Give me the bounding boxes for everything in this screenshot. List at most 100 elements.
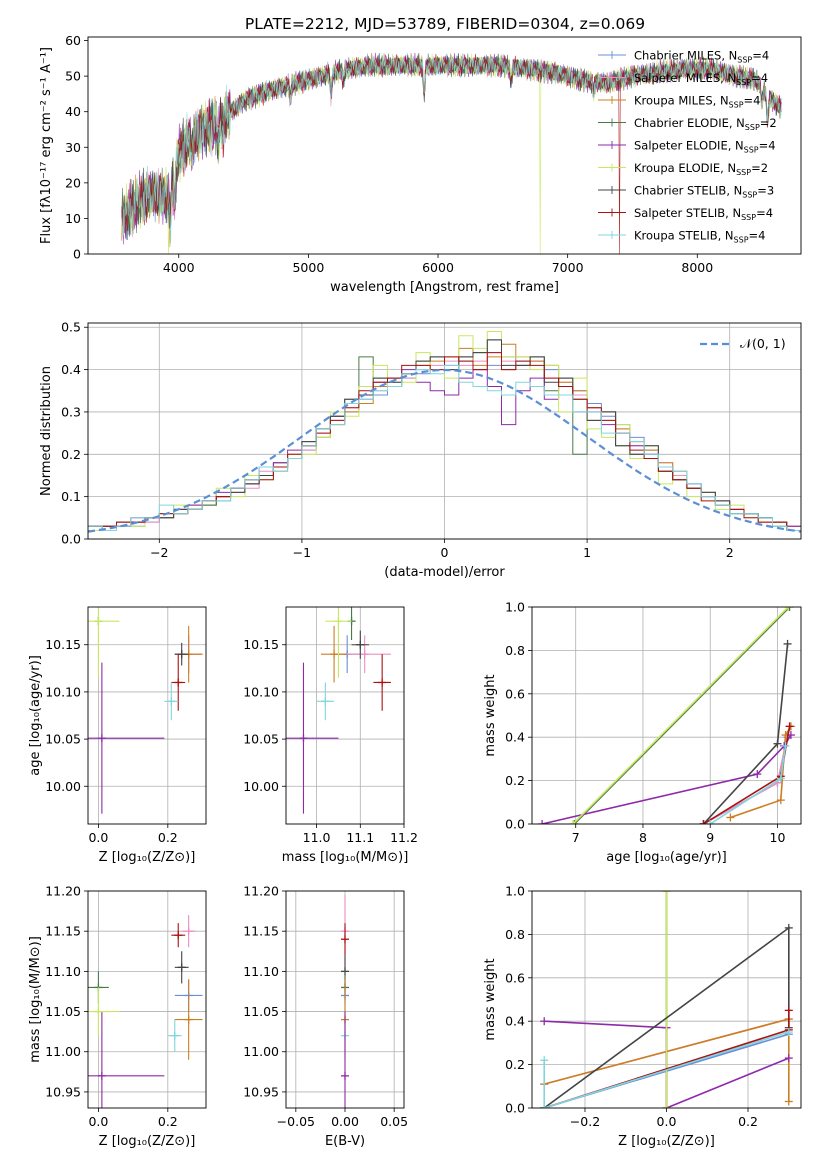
x-axis-label: Z [log₁₀(Z/Z⊙)]: [99, 1134, 196, 1149]
y-tick-label: 0.1: [61, 489, 81, 504]
y-tick-label: 11.15: [243, 924, 279, 939]
y-tick-label: 40: [65, 104, 81, 119]
data-point: [171, 654, 186, 711]
y-axis-label: Normed distribution: [39, 366, 54, 496]
y-tick-label: 10.00: [45, 779, 81, 794]
weight-line: [702, 643, 789, 824]
y-tick-label: 10.05: [45, 732, 81, 747]
y-tick-label: 20: [65, 175, 81, 190]
data-point: [88, 662, 165, 814]
data-point: [373, 654, 391, 711]
panel-weight_vs_Z: −0.2 0.0 0.2 0.0 0.2 0.4 0.6 0.8 1.0 Z [log₁₀(Z/Z…: [483, 884, 802, 1149]
x-axis-label: Z [log₁₀(Z/Z⊙)]: [99, 850, 196, 865]
data-point: [325, 607, 352, 678]
legend-entry: Salpeter STELIB, NSSP=4: [634, 206, 773, 222]
histogram: [88, 352, 801, 539]
x-tick-label: −1: [293, 545, 311, 560]
x-tick-label: 11.2: [390, 830, 418, 845]
y-tick-label: 0.0: [505, 817, 525, 832]
x-tick-label: −0.05: [277, 1114, 315, 1129]
legend-entry: Chabrier ELODIE, NSSP=2: [634, 116, 777, 132]
y-tick-label: 10.95: [45, 1084, 81, 1099]
plot-area: [88, 331, 801, 539]
plot-area: [538, 607, 795, 824]
data-point: [174, 979, 203, 1060]
data-point: [341, 923, 349, 956]
weight-line: [572, 607, 789, 824]
x-axis-label: E(B-V): [325, 1134, 365, 1149]
y-tick-label: 10.05: [243, 732, 279, 747]
y-tick-label: 0.0: [61, 532, 81, 547]
data-point: [320, 625, 348, 683]
figure-title: PLATE=2212, MJD=53789, FIBERID=0304, z=0…: [245, 15, 645, 33]
x-tick-label: 2: [726, 545, 734, 560]
panel-age_vs_mass: 11.0 11.1 11.2 10.00 10.05 10.10 10.15 mass [lo…: [243, 606, 418, 865]
x-axis-label: age [log₁₀(age/yr)]: [606, 850, 727, 865]
y-tick-label: 60: [65, 33, 81, 48]
data-point: [341, 1011, 349, 1108]
legend: Chabrier MILES, NSSP=4 Salpeter MILES, NS…: [598, 49, 777, 245]
x-tick-label: 8: [639, 830, 647, 845]
y-tick-label: 0.3: [61, 404, 81, 419]
data-point: [167, 1019, 182, 1052]
x-axis-label: Z [log₁₀(Z/Z⊙)]: [618, 1134, 715, 1149]
x-tick-label: 0.2: [158, 1114, 178, 1129]
panel-age_vs_Z: 0.0 0.2 10.00 10.05 10.10 10.15 Z [log₁₀(Z/Z⊙)…: [28, 606, 207, 865]
y-axis-label: mass weight: [483, 958, 498, 1040]
legend-entry: Kroupa STELIB, NSSP=4: [634, 229, 765, 245]
y-tick-label: 30: [65, 140, 81, 155]
data-point: [181, 915, 196, 948]
data-point: [88, 1011, 165, 1108]
y-tick-label: 11.05: [243, 1004, 279, 1019]
y-tick-label: 10.95: [243, 1084, 279, 1099]
x-tick-label: 1: [583, 545, 591, 560]
panel-mass_vs_Z: 0.0 0.2 10.95 11.00 11.05 11.10 11.15 11.20 Z [l…: [28, 884, 207, 1149]
x-tick-label: 6000: [422, 260, 454, 275]
x-tick-label: 9: [706, 830, 714, 845]
y-tick-label: 0.5: [61, 320, 81, 335]
plot-area: [121, 52, 782, 254]
data-point: [171, 923, 186, 948]
x-tick-label: 0.2: [738, 1114, 758, 1129]
x-tick-label: −0.2: [570, 1114, 600, 1129]
weight-line: [541, 734, 792, 824]
y-tick-label: 0.2: [505, 1057, 525, 1072]
y-axis-label: age [log₁₀(age/yr)]: [28, 655, 43, 776]
spectrum-line: [121, 53, 782, 254]
panel-mass_vs_ebv: −0.05 0.00 0.05 10.95 11.00 11.05 11.10 11.15 11…: [243, 884, 408, 1150]
y-tick-label: 1.0: [505, 600, 525, 615]
y-tick-label: 11.00: [45, 1044, 81, 1059]
y-tick-label: 0: [73, 247, 81, 262]
y-tick-label: 0.6: [505, 686, 525, 701]
gaussian-curve: [88, 368, 801, 533]
data-point: [164, 682, 179, 721]
y-tick-label: 0.0: [505, 1101, 525, 1116]
y-tick-label: 11.20: [45, 884, 81, 899]
x-tick-label: 0.0: [88, 830, 108, 845]
legend-entry: Chabrier STELIB, NSSP=3: [634, 184, 774, 200]
x-axis-label: wavelength [Angstrom, rest frame]: [330, 280, 559, 295]
x-tick-label: 10: [770, 830, 786, 845]
data-point: [286, 662, 339, 814]
plot-area: [286, 607, 391, 814]
panel-residuals: −2 −1 0 1 2 0.0 0.1 0.2 0.3 0.4 0.5 (data-model)/er…: [39, 320, 802, 580]
axes-frame: [87, 36, 802, 255]
y-tick-label: 1.0: [505, 884, 525, 899]
x-axis-label: mass [log₁₀(M/M⊙)]: [282, 850, 409, 865]
x-tick-label: 7000: [552, 260, 584, 275]
x-tick-label: 0.0: [657, 1114, 677, 1129]
spectrum-line: [121, 53, 782, 244]
legend-entry: Salpeter ELODIE, NSSP=4: [634, 139, 776, 155]
weight-line: [573, 607, 791, 824]
y-tick-label: 11.20: [243, 884, 279, 899]
y-tick-label: 0.8: [505, 927, 525, 942]
data-point: [174, 951, 189, 984]
histogram: [88, 364, 801, 539]
x-tick-label: 0: [441, 545, 449, 560]
y-tick-label: 50: [65, 69, 81, 84]
legend-entry: 𝒩(0, 1): [740, 336, 786, 351]
x-tick-label: 0.2: [158, 830, 178, 845]
y-axis-label: Flux [fλ10⁻¹⁷ erg cm⁻² s⁻¹ A⁻¹]: [39, 47, 54, 244]
y-tick-label: 0.8: [505, 643, 525, 658]
